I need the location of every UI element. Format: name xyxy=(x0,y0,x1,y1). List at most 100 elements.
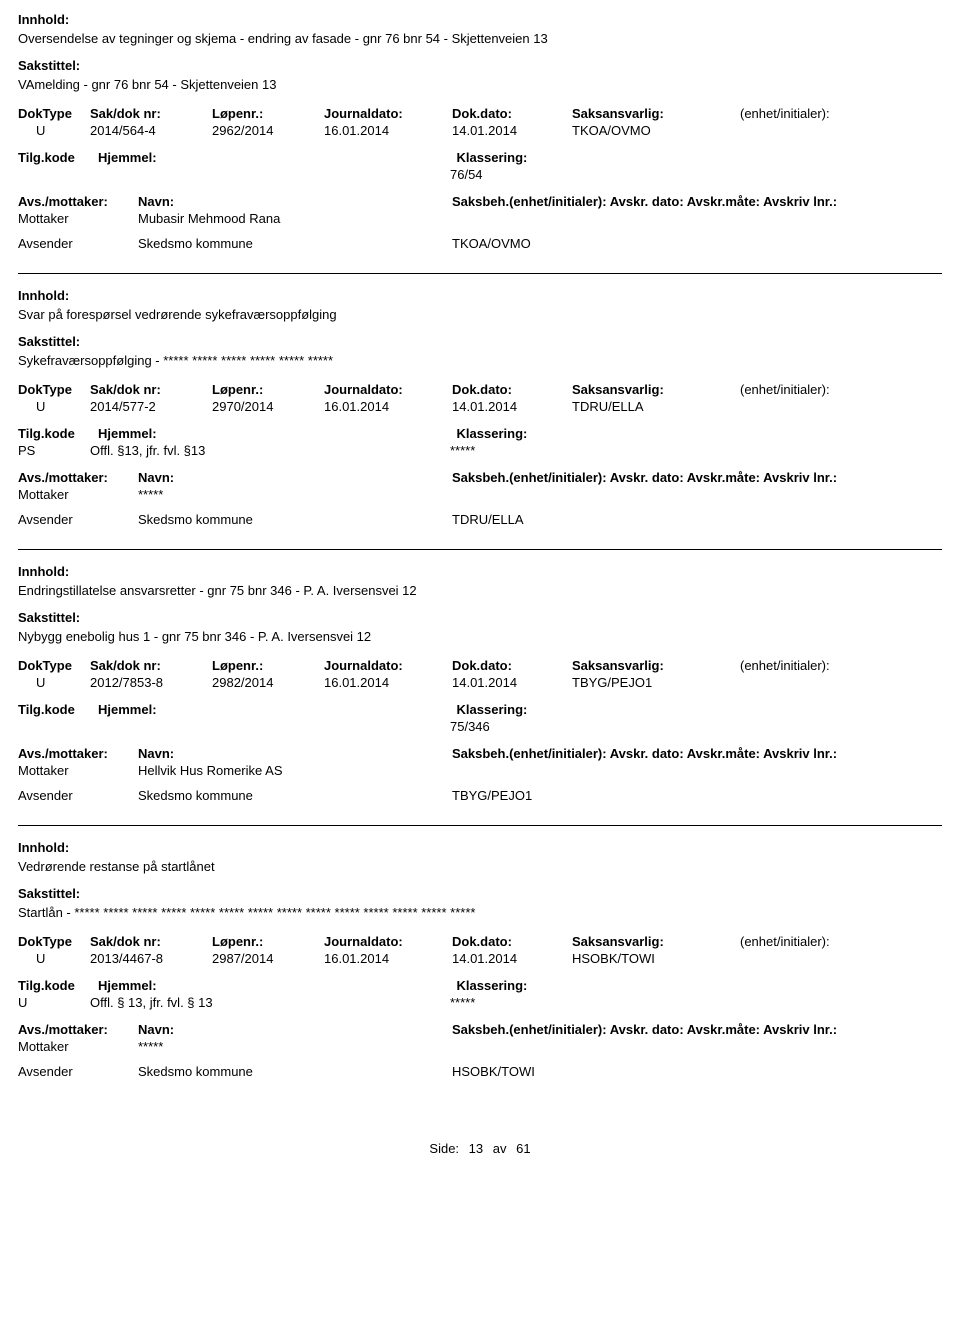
tilg-header-row: Tilg.kode Hjemmel: Klassering: xyxy=(18,702,942,717)
innhold-text: Vedrørende restanse på startlånet xyxy=(18,859,942,874)
hjemmel-value xyxy=(90,167,450,182)
klassering-label: Klassering: xyxy=(457,978,528,993)
dokdato-value: 14.01.2014 xyxy=(452,951,572,966)
mottaker-row: Mottaker Hellvik Hus Romerike AS xyxy=(18,763,942,778)
avsender-row: Avsender Skedsmo kommune TBYG/PEJO1 xyxy=(18,788,942,803)
avs-header-row: Avs./mottaker: Navn: Saksbeh.(enhet/init… xyxy=(18,746,942,761)
tilg-value-row: U Offl. § 13, jfr. fvl. § 13 ***** xyxy=(18,995,942,1010)
page-total: 61 xyxy=(516,1141,530,1156)
enhet-header: (enhet/initialer): xyxy=(740,382,942,397)
journaldato-header: Journaldato: xyxy=(324,106,452,121)
journaldato-value: 16.01.2014 xyxy=(324,399,452,414)
avsmottaker-label: Avs./mottaker: xyxy=(18,194,138,209)
innhold-label: Innhold: xyxy=(18,840,942,855)
mottaker-role: Mottaker xyxy=(18,1039,138,1054)
klassering-label: Klassering: xyxy=(457,702,528,717)
doktype-value: U xyxy=(36,951,90,966)
klassering-value: 75/346 xyxy=(450,719,490,734)
lopenr-value: 2987/2014 xyxy=(212,951,324,966)
avsmottaker-label: Avs./mottaker: xyxy=(18,746,138,761)
mottaker-name: ***** xyxy=(138,1039,452,1054)
saksbeh-label: Saksbeh.(enhet/initialer): Avskr. dato: … xyxy=(452,470,942,485)
navn-label: Navn: xyxy=(138,470,452,485)
saksansvarlig-header: Saksansvarlig: xyxy=(572,934,740,949)
avs-header-row: Avs./mottaker: Navn: Saksbeh.(enhet/init… xyxy=(18,1022,942,1037)
lopenr-header: Løpenr.: xyxy=(212,106,324,121)
hjemmel-value xyxy=(90,719,450,734)
doktype-value: U xyxy=(36,123,90,138)
dokdato-header: Dok.dato: xyxy=(452,106,572,121)
sakstittel-text: Nybygg enebolig hus 1 - gnr 75 bnr 346 -… xyxy=(18,629,942,644)
doktype-header: DokType xyxy=(18,934,90,949)
sakdok-header: Sak/dok nr: xyxy=(90,658,212,673)
avsender-name: Skedsmo kommune xyxy=(138,788,452,803)
avsender-role: Avsender xyxy=(18,788,138,803)
doc-header-row: DokType Sak/dok nr: Løpenr.: Journaldato… xyxy=(18,934,942,949)
sakdok-header: Sak/dok nr: xyxy=(90,106,212,121)
doc-header-row: DokType Sak/dok nr: Løpenr.: Journaldato… xyxy=(18,658,942,673)
sakstittel-label: Sakstittel: xyxy=(18,58,942,73)
saksansvarlig-header: Saksansvarlig: xyxy=(572,382,740,397)
avsender-role: Avsender xyxy=(18,1064,138,1079)
tilg-value-row: 76/54 xyxy=(18,167,942,182)
journaldato-header: Journaldato: xyxy=(324,382,452,397)
avsender-extra: TDRU/ELLA xyxy=(452,512,942,527)
avsender-extra: HSOBK/TOWI xyxy=(452,1064,942,1079)
hjemmel-value: Offl. § 13, jfr. fvl. § 13 xyxy=(90,995,450,1010)
sakstittel-label: Sakstittel: xyxy=(18,886,942,901)
saksbeh-label: Saksbeh.(enhet/initialer): Avskr. dato: … xyxy=(452,746,942,761)
mottaker-row: Mottaker ***** xyxy=(18,487,942,502)
sakdok-value: 2012/7853-8 xyxy=(90,675,212,690)
sakdok-value: 2014/577-2 xyxy=(90,399,212,414)
klassering-label: Klassering: xyxy=(457,150,528,165)
enhet-header: (enhet/initialer): xyxy=(740,106,942,121)
avs-header-row: Avs./mottaker: Navn: Saksbeh.(enhet/init… xyxy=(18,194,942,209)
innhold-text: Endringstillatelse ansvarsretter - gnr 7… xyxy=(18,583,942,598)
innhold-label: Innhold: xyxy=(18,288,942,303)
klassering-value: ***** xyxy=(450,443,475,458)
innhold-label: Innhold: xyxy=(18,564,942,579)
lopenr-value: 2962/2014 xyxy=(212,123,324,138)
doc-value-row: U 2012/7853-8 2982/2014 16.01.2014 14.01… xyxy=(36,675,942,690)
tilgkode-value: PS xyxy=(18,443,90,458)
innhold-label: Innhold: xyxy=(18,12,942,27)
tilg-value-row: 75/346 xyxy=(18,719,942,734)
avsender-name: Skedsmo kommune xyxy=(138,1064,452,1079)
navn-label: Navn: xyxy=(138,194,452,209)
hjemmel-label: Hjemmel: xyxy=(98,426,157,441)
saksansvarlig-value: HSOBK/TOWI xyxy=(572,951,740,966)
klassering-label: Klassering: xyxy=(457,426,528,441)
avsender-row: Avsender Skedsmo kommune TKOA/OVMO xyxy=(18,236,942,251)
lopenr-header: Løpenr.: xyxy=(212,934,324,949)
saksbeh-label: Saksbeh.(enhet/initialer): Avskr. dato: … xyxy=(452,1022,942,1037)
tilg-header-row: Tilg.kode Hjemmel: Klassering: xyxy=(18,150,942,165)
dokdato-header: Dok.dato: xyxy=(452,934,572,949)
hjemmel-label: Hjemmel: xyxy=(98,150,157,165)
avsender-extra: TKOA/OVMO xyxy=(452,236,942,251)
avsender-name: Skedsmo kommune xyxy=(138,236,452,251)
enhet-header: (enhet/initialer): xyxy=(740,934,942,949)
sakdok-value: 2013/4467-8 xyxy=(90,951,212,966)
lopenr-header: Løpenr.: xyxy=(212,382,324,397)
doc-value-row: U 2013/4467-8 2987/2014 16.01.2014 14.01… xyxy=(36,951,942,966)
tilg-header-row: Tilg.kode Hjemmel: Klassering: xyxy=(18,426,942,441)
innhold-text: Svar på forespørsel vedrørende sykefravæ… xyxy=(18,307,942,322)
sakdok-header: Sak/dok nr: xyxy=(90,934,212,949)
enhet-header: (enhet/initialer): xyxy=(740,658,942,673)
journaldato-header: Journaldato: xyxy=(324,934,452,949)
avsender-role: Avsender xyxy=(18,512,138,527)
av-label: av xyxy=(493,1141,507,1156)
journaldato-value: 16.01.2014 xyxy=(324,123,452,138)
sakdok-value: 2014/564-4 xyxy=(90,123,212,138)
avsender-extra: TBYG/PEJO1 xyxy=(452,788,942,803)
dokdato-value: 14.01.2014 xyxy=(452,399,572,414)
journal-entry: Innhold: Svar på forespørsel vedrørende … xyxy=(18,288,942,550)
saksansvarlig-value: TBYG/PEJO1 xyxy=(572,675,740,690)
doktype-value: U xyxy=(36,675,90,690)
sakstittel-text: VAmelding - gnr 76 bnr 54 - Skjettenveie… xyxy=(18,77,942,92)
journal-entry: Innhold: Endringstillatelse ansvarsrette… xyxy=(18,564,942,826)
avsmottaker-label: Avs./mottaker: xyxy=(18,470,138,485)
tilgkode-label: Tilg.kode xyxy=(18,978,98,993)
saksansvarlig-value: TKOA/OVMO xyxy=(572,123,740,138)
journal-entry: Innhold: Vedrørende restanse på startlån… xyxy=(18,840,942,1101)
